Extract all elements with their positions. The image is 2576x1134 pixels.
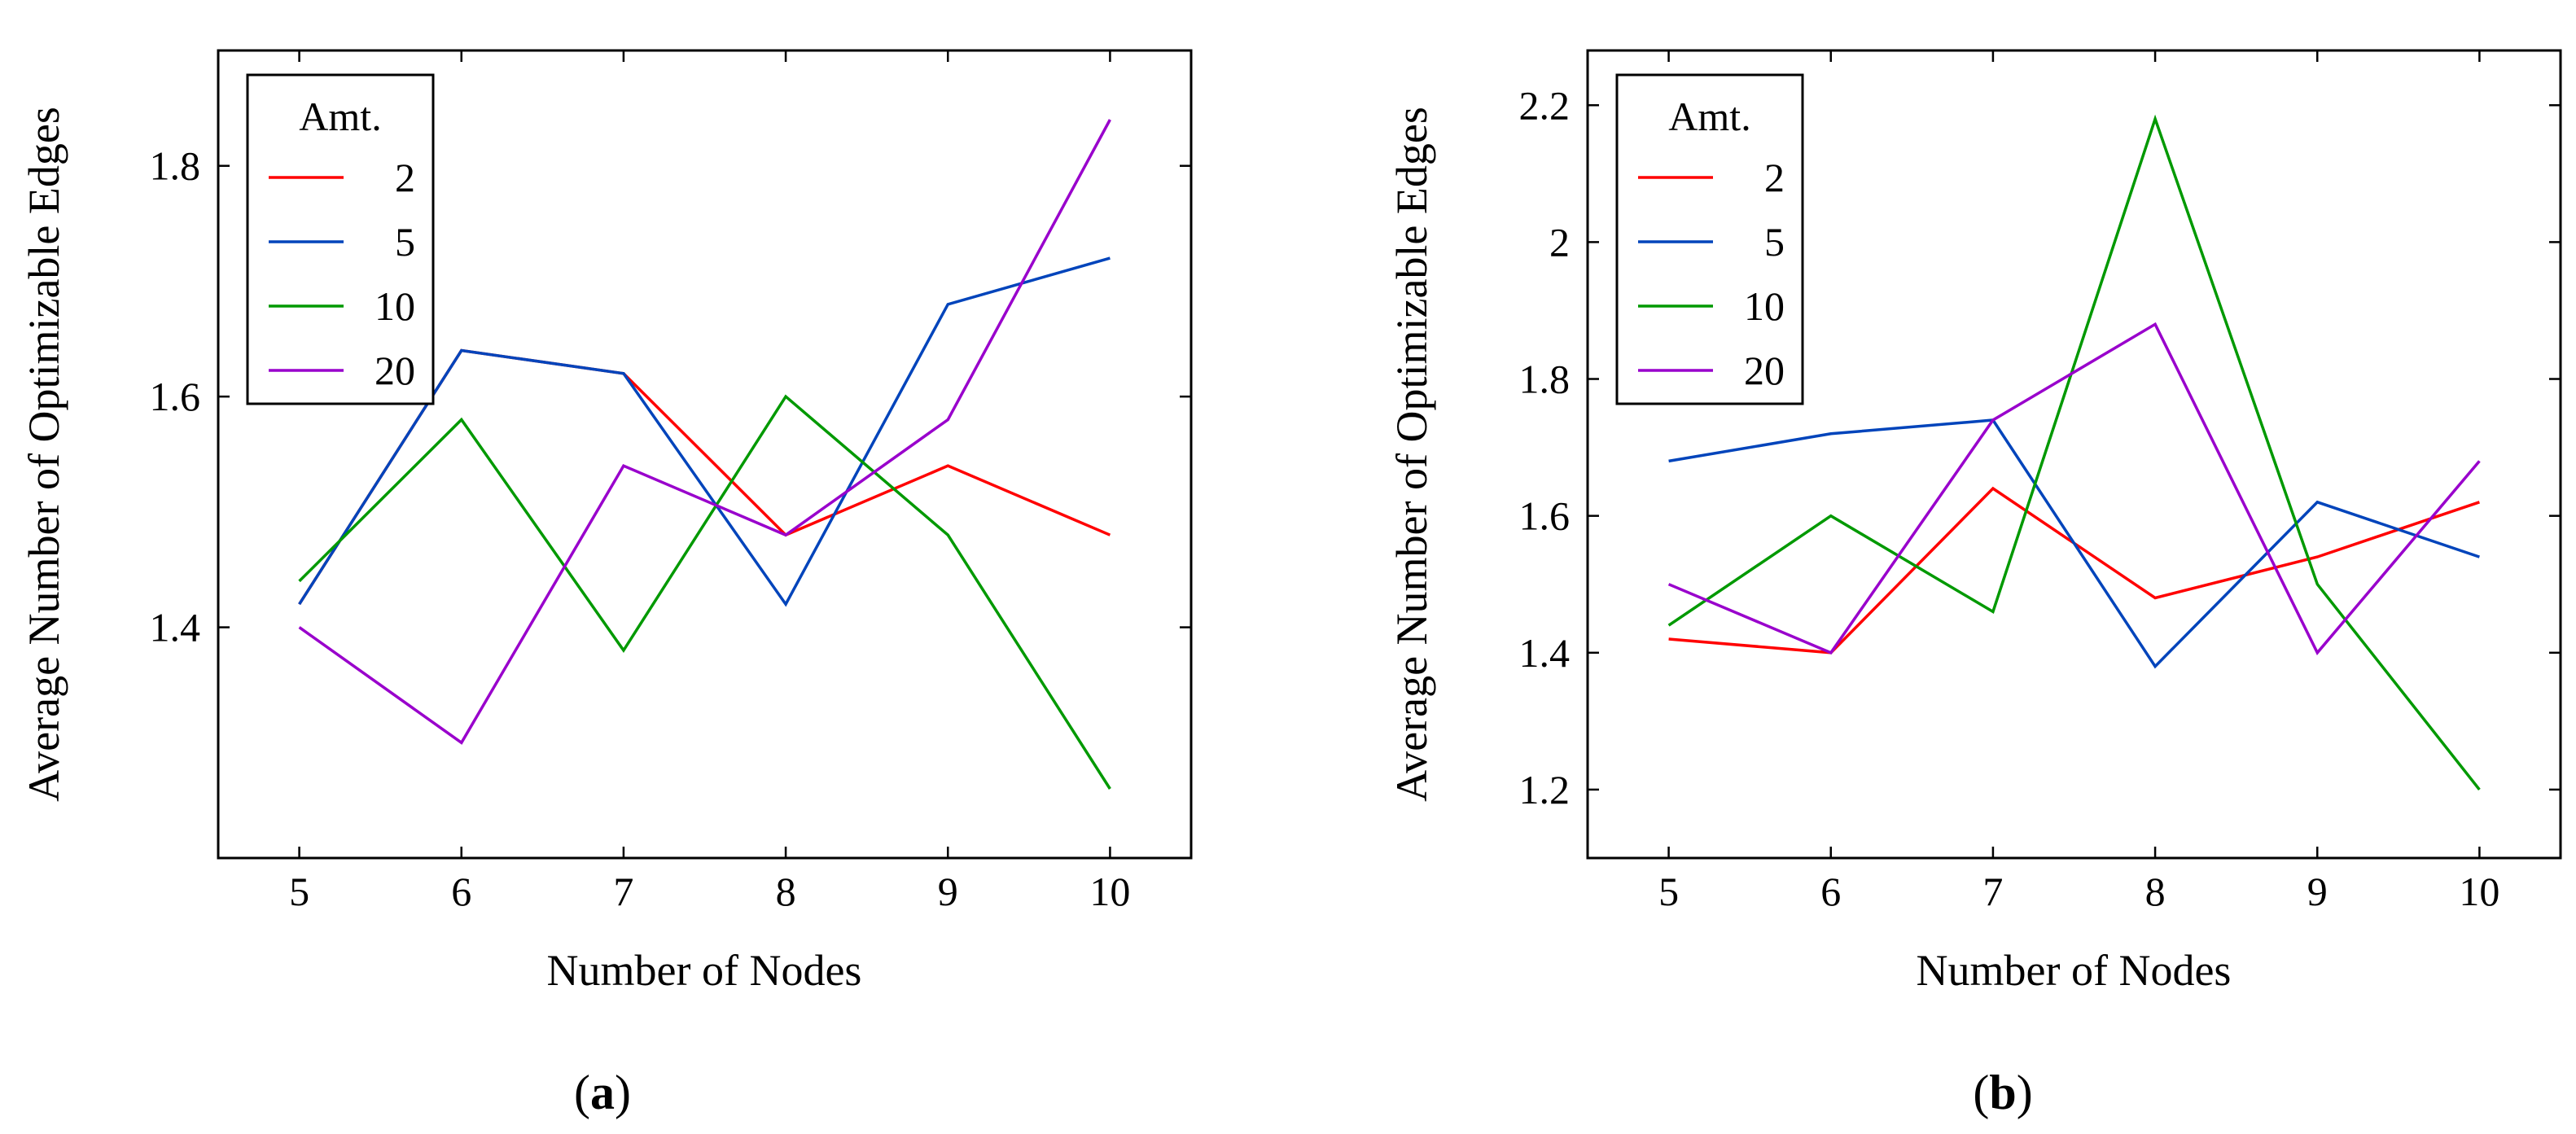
series-layer: [1667, 114, 2481, 790]
x-tick-label: 9: [938, 869, 958, 914]
legend-items: 2 5 10 20: [269, 155, 415, 393]
x-tick-label: 7: [613, 869, 633, 914]
x-tick-label: 5: [1658, 869, 1679, 914]
axis-ticks: 5 6 7 8 9 10 1.2 1.4 1.6 1.8 2 2.2: [1519, 50, 2561, 914]
y-axis-label: Average Number of Optimizable Edges: [1387, 107, 1436, 802]
x-tick-label: 9: [2307, 869, 2328, 914]
x-tick-label: 6: [451, 869, 471, 914]
legend: Amt. 2 5 10 20: [246, 73, 435, 405]
y-tick-label: 1.8: [150, 143, 201, 189]
chart-panel-a: 5 6 7 8 9 10 1.4 1.6 1.8 Amt. 2 5 10 20 Number of N…: [20, 49, 1193, 1119]
y-tick-label: 1.6: [1519, 493, 1571, 539]
panel-label-letter: b: [1989, 1066, 2016, 1119]
legend-box: [246, 73, 435, 405]
legend: Amt. 2 5 10 20: [1615, 73, 1804, 405]
x-tick-label: 10: [1089, 869, 1130, 914]
panel-label: (b): [1973, 1066, 2032, 1119]
x-tick-label: 5: [289, 869, 309, 914]
series-line-5: [298, 256, 1111, 607]
legend-label-20: 20: [1744, 348, 1785, 393]
axis-ticks: 5 6 7 8 9 10 1.4 1.6 1.8: [150, 50, 1191, 914]
legend-label-10: 10: [1744, 283, 1785, 329]
y-axis-label: Average Number of Optimizable Edges: [20, 107, 68, 802]
x-tick-label: 7: [1982, 869, 2003, 914]
x-tick-label: 6: [1820, 869, 1841, 914]
legend-label-2: 2: [395, 155, 415, 200]
y-tick-label: 1.4: [1519, 630, 1571, 676]
legend-label-5: 5: [1764, 219, 1785, 265]
legend-items: 2 5 10 20: [1638, 155, 1785, 393]
panel-label: (a): [574, 1066, 631, 1119]
x-axis-label: Number of Nodes: [547, 946, 862, 995]
legend-label-5: 5: [395, 219, 415, 265]
legend-label-10: 10: [375, 283, 415, 329]
y-tick-label: 2: [1549, 219, 1570, 265]
panel-label-letter: a: [590, 1066, 615, 1119]
series-line-20: [298, 119, 1111, 745]
series-line-20: [1667, 322, 2481, 655]
series-line-5: [1668, 418, 2480, 669]
x-tick-label: 8: [776, 869, 796, 914]
y-tick-label: 1.6: [150, 374, 201, 419]
series-layer: [298, 119, 1111, 790]
y-tick-label: 1.4: [150, 605, 201, 650]
legend-label-2: 2: [1764, 155, 1785, 200]
y-tick-label: 1.2: [1519, 767, 1571, 812]
chart-panel-b: 5 6 7 8 9 10 1.2 1.4 1.6 1.8 2 2.2 Amt. 2 5 10 20 Numb…: [1387, 49, 2562, 1119]
plot-area-frame: [1586, 49, 2562, 860]
legend-title: Amt.: [1668, 94, 1750, 139]
x-tick-label: 10: [2459, 869, 2499, 914]
legend-label-20: 20: [375, 348, 415, 393]
y-tick-label: 2.2: [1519, 82, 1571, 128]
legend-box: [1615, 73, 1804, 405]
y-tick-label: 1.8: [1519, 357, 1571, 402]
series-line-10: [1667, 114, 2481, 790]
legend-title: Amt.: [299, 94, 381, 139]
plot-area-frame: [217, 49, 1193, 860]
series-line-10: [298, 394, 1111, 790]
x-tick-label: 8: [2145, 869, 2166, 914]
x-axis-label: Number of Nodes: [1917, 946, 2232, 995]
